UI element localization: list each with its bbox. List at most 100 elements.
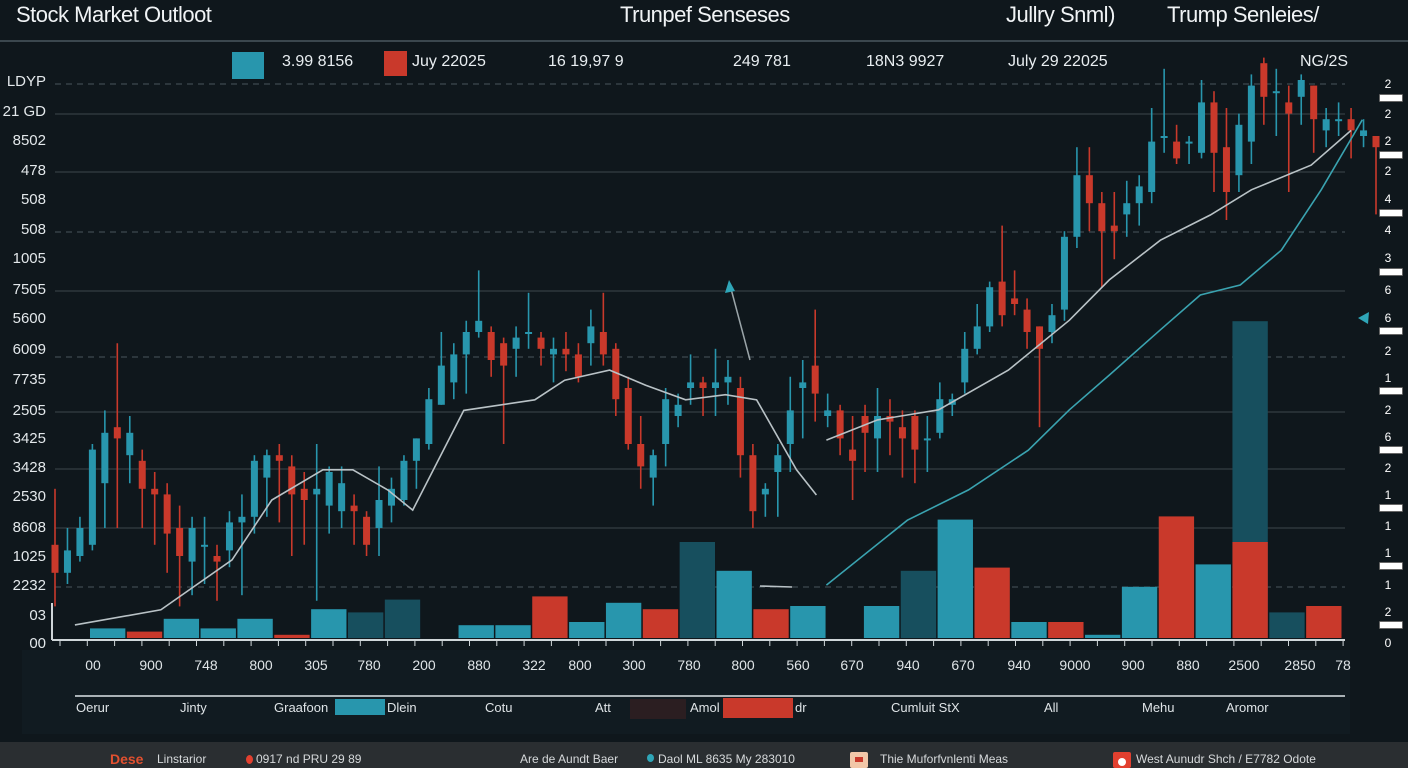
volume-bar: [163, 618, 200, 638]
y-tick-label: 8502: [12, 132, 46, 149]
candle-body: [712, 382, 719, 388]
candle: [836, 404, 844, 456]
candle-body: [1297, 80, 1305, 97]
right-axis-marker: [1379, 446, 1403, 454]
bottom-legend-item[interactable]: Aromor: [1226, 700, 1269, 715]
candle: [562, 332, 570, 372]
volume-bar: [974, 567, 1010, 638]
candle: [113, 343, 121, 528]
candle-body: [612, 348, 620, 400]
candle: [350, 494, 358, 545]
candle-body: [462, 332, 470, 355]
legend-item: 249 781: [733, 53, 791, 70]
gridlines: [55, 83, 1345, 588]
candle-body: [338, 483, 346, 512]
x-tick-label: 2850: [1284, 657, 1316, 673]
moving-average-1-line: [74, 369, 818, 626]
candle: [1098, 192, 1106, 288]
x-ticks: [59, 640, 1344, 646]
volume-bar: [1085, 634, 1121, 638]
candle-body: [674, 404, 682, 416]
candle-body: [1060, 236, 1068, 310]
y-tick-label: 1005: [12, 250, 46, 267]
candle: [437, 332, 445, 405]
footer-item[interactable]: West Aunudr Shch / E7782 Odote: [1136, 752, 1316, 766]
bottom-legend-item[interactable]: Cumluit StX: [891, 700, 960, 715]
bottom-legend-item[interactable]: Dlein: [387, 700, 417, 715]
candle: [512, 326, 520, 377]
volume-bar: [1195, 564, 1231, 638]
candle-body: [475, 320, 483, 332]
bottom-legend-item[interactable]: All: [1044, 700, 1059, 715]
candle: [412, 438, 420, 489]
candle: [649, 449, 657, 506]
volume-bar: [569, 622, 605, 638]
candle-body: [537, 337, 545, 349]
price-marker-icon: [1358, 312, 1369, 324]
bottom-legend-item[interactable]: Amol: [690, 700, 720, 715]
candle: [1110, 192, 1118, 260]
footer-brand: Dese: [110, 751, 144, 767]
candle-body: [886, 416, 894, 422]
volume-bar: [347, 612, 384, 638]
footer-item[interactable]: Thie Muforfvnlenti Meas: [880, 752, 1009, 766]
volume-bar: [1121, 586, 1158, 638]
footer-item: 0917 nd PRU 29 89: [256, 752, 362, 766]
right-tick-label: 1: [1384, 519, 1392, 533]
candle: [63, 528, 71, 584]
arrow-head-icon: [725, 280, 735, 293]
volume-bar: [458, 625, 494, 638]
x-tick-label: 780: [357, 657, 381, 673]
bottom-legend-item[interactable]: Graafoon: [274, 700, 329, 715]
volume-bar: [753, 609, 789, 638]
candle-body: [51, 544, 59, 573]
y-tick-label: 2530: [12, 488, 46, 505]
volume-bar: [274, 634, 310, 638]
candle-body: [500, 343, 508, 366]
candle-body: [1322, 119, 1330, 131]
candle-body: [101, 432, 109, 484]
bottom-legend-item[interactable]: dr: [795, 700, 807, 715]
right-axis-marker: [1379, 209, 1403, 217]
candle-body: [512, 337, 520, 349]
annotation-line: [759, 585, 793, 588]
candle-body: [275, 455, 283, 461]
candle: [824, 393, 832, 428]
volume-bar: [863, 606, 900, 638]
candle-body: [736, 388, 744, 456]
teal-dot-icon: [647, 754, 654, 762]
candle: [749, 444, 757, 528]
right-axis-marker: [1379, 327, 1403, 335]
candle: [313, 444, 321, 601]
volume-bar: [1158, 516, 1195, 638]
candle: [612, 343, 620, 416]
candle: [961, 332, 969, 394]
candle: [1210, 91, 1218, 192]
candle-body: [687, 382, 695, 388]
candle-body: [599, 332, 607, 355]
candle: [450, 343, 458, 400]
volume-bar: [1011, 622, 1047, 638]
candle: [1360, 119, 1368, 148]
right-tick-label: 4: [1384, 192, 1392, 206]
candle: [425, 388, 433, 450]
candle-body: [176, 528, 184, 556]
note-icon: [850, 752, 868, 768]
candle-body: [151, 488, 159, 495]
volume-bar: [1269, 612, 1305, 638]
bottom-legend-item[interactable]: Att: [595, 700, 611, 715]
candle: [338, 466, 346, 528]
volume-bar: [900, 570, 937, 638]
bottom-legend-item[interactable]: Jinty: [180, 700, 207, 715]
bottom-legend-item[interactable]: Oerur: [76, 700, 110, 715]
candle-body: [300, 488, 308, 500]
candle: [1185, 136, 1193, 164]
bottom-legend-item[interactable]: Cotu: [485, 700, 513, 715]
bottom-legend-item[interactable]: Mehu: [1142, 700, 1175, 715]
candle: [736, 376, 744, 478]
candle: [886, 399, 894, 456]
right-tick-label: 3: [1384, 251, 1392, 265]
y-tick-label: 2232: [12, 577, 46, 594]
right-tick-label: 2: [1384, 344, 1392, 358]
